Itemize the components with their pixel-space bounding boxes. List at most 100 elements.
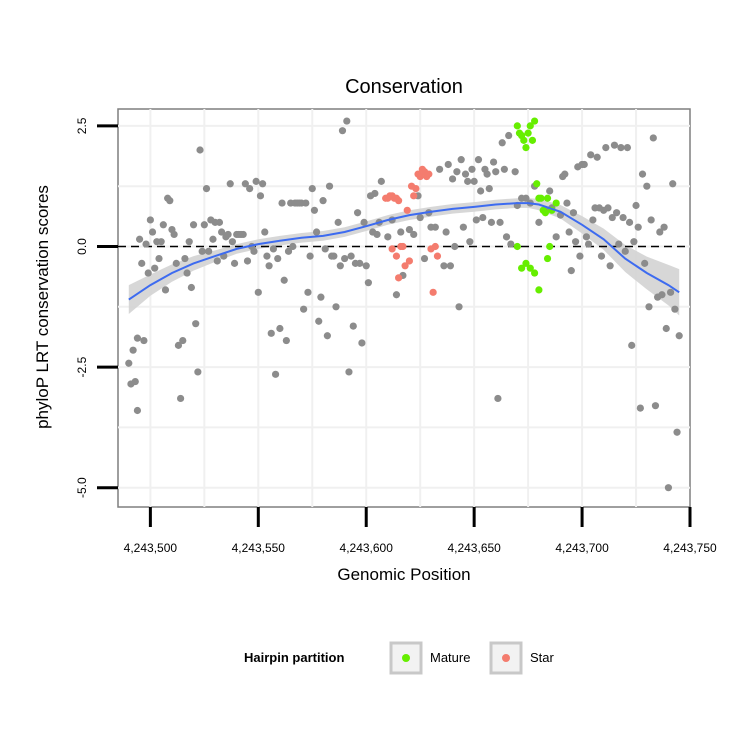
point-other [466,238,474,246]
point-other [129,346,137,354]
x-tick-label: 4,243,600 [340,541,394,555]
point-other [440,262,448,270]
point-other [205,247,213,255]
point-star [416,172,424,181]
point-other [673,428,681,436]
point-other [613,209,621,217]
x-tick-label: 4,243,750 [663,541,717,555]
point-other [625,218,634,226]
point-mature [513,122,521,130]
point-other [133,334,142,342]
point-other [373,230,381,239]
point-other [455,303,463,311]
point-other [565,228,573,236]
point-other [671,305,679,313]
point-other [643,182,651,190]
point-other [187,283,195,292]
point-other [420,254,429,263]
point-other [645,303,653,311]
point-other [135,235,144,243]
point-other [405,226,413,234]
point-other [192,320,200,328]
point-other [170,230,178,239]
point-other [250,247,258,255]
point-other [323,332,331,340]
point-other [200,221,208,229]
point-other [464,177,472,185]
point-other [142,240,150,248]
point-other [584,240,593,248]
point-other [261,228,269,236]
point-other [582,233,590,241]
legend-key-mature [389,641,423,675]
point-other [302,199,310,207]
plot-panel [117,108,691,508]
point-other [505,131,513,140]
point-other [468,165,476,173]
smooth-curve [128,202,680,301]
point-mature [526,264,534,272]
point-other [183,269,191,277]
point-other [451,242,459,251]
point-other [215,218,224,226]
point-other [649,134,657,142]
legend-swatch-mature [402,654,410,662]
point-other [241,180,249,188]
point-other [472,216,480,224]
point-other [310,206,319,214]
point-other [487,218,496,226]
point-other [194,368,202,376]
point-other [131,377,139,386]
point-other [479,213,487,222]
point-other [580,160,588,169]
point-other [641,259,649,267]
point-other [448,175,457,183]
point-other [377,177,385,185]
point-other [477,187,485,195]
point-other [567,267,575,275]
point-other [146,216,154,224]
point-other [431,223,439,231]
point-other [176,394,185,403]
point-other [511,168,519,176]
point-other [312,228,321,236]
point-other [384,233,392,241]
point-other [338,127,347,135]
point-other [218,228,226,236]
point-other [658,291,666,299]
point-other [347,252,355,260]
point-other [252,177,260,185]
point-other [502,233,511,241]
point-other [576,252,584,260]
point-other [321,245,329,253]
point-other [161,286,170,294]
point-mature [522,259,530,267]
point-other [267,329,275,337]
point-mature [528,136,537,144]
x-tick-label: 4,243,700 [555,541,609,555]
point-other [604,204,612,212]
x-tick-label: 4,243,550 [232,541,286,555]
point-other [634,223,642,231]
point-other [362,262,370,270]
point-mature [543,254,552,263]
point-mature [543,194,552,202]
point-other [442,228,450,236]
point-star [403,206,411,214]
point-star [392,252,401,260]
point-other [243,257,252,265]
y-tick-label: 2.5 [75,117,89,134]
point-other [166,197,174,205]
point-other [185,238,193,246]
point-other [356,259,364,267]
y-axis-label: phyloP LRT conservation scores [33,185,52,429]
point-other [269,245,278,253]
point-other [345,368,353,376]
point-star [395,274,403,282]
point-other [498,139,506,147]
legend-label-mature: Mature [430,650,470,665]
point-other [308,185,316,193]
point-mature [520,136,528,144]
point-mature [537,194,545,202]
point-other [597,252,606,260]
